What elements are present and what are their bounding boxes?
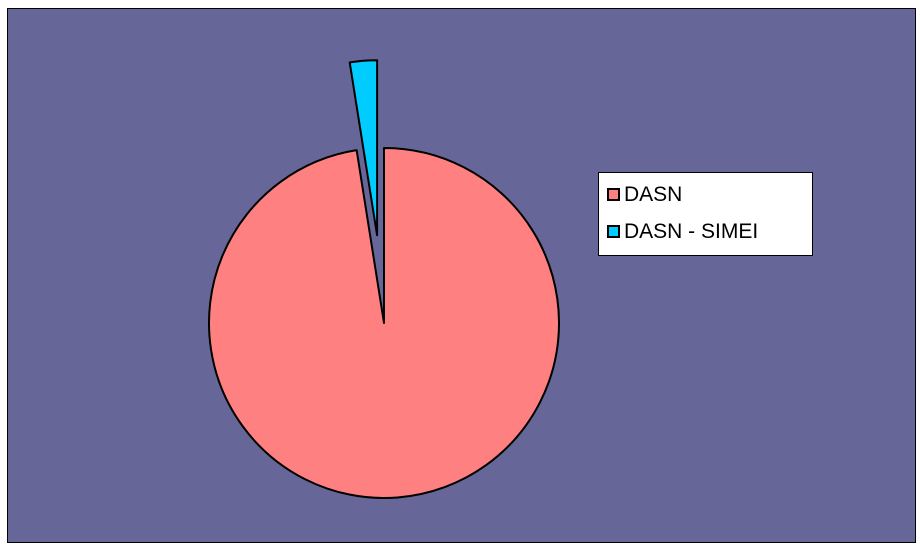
legend-label-dasn: DASN — [624, 182, 683, 206]
legend-item-dasn-simei: DASN - SIMEI — [607, 217, 758, 245]
legend-item-dasn: DASN — [607, 180, 682, 208]
pie-slice-dasn — [208, 147, 560, 499]
legend: DASN DASN - SIMEI — [598, 172, 813, 256]
legend-swatch-dasn-simei — [607, 224, 620, 238]
chart-area: DASN DASN - SIMEI — [7, 8, 916, 543]
legend-swatch-dasn — [607, 187, 620, 201]
legend-label-dasn-simei: DASN - SIMEI — [624, 219, 759, 243]
pie-chart — [208, 59, 560, 499]
pie-slice-dasn-simei — [348, 59, 379, 237]
